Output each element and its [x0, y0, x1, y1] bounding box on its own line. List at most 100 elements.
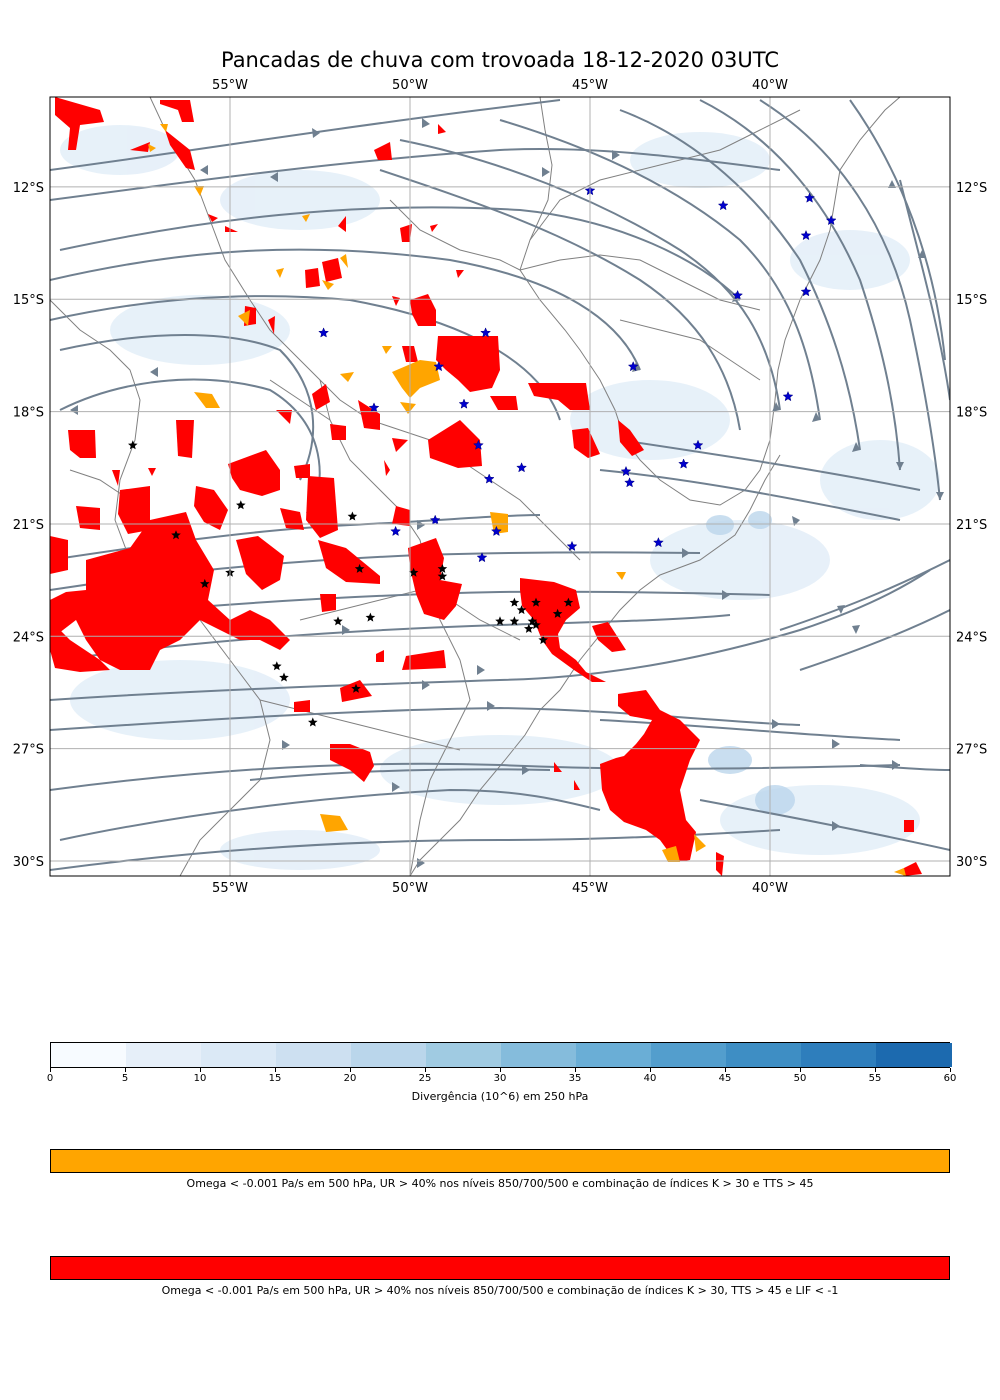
- colorbar-tick-label: 5: [121, 1073, 129, 1084]
- lat-label-right: 12°S: [956, 181, 987, 196]
- black-star-marker: [200, 578, 210, 588]
- orange-convective-areas: [148, 124, 906, 876]
- black-star-marker: [531, 597, 541, 607]
- colorbar-tick-label: 35: [568, 1073, 582, 1084]
- lon-label-bottom: 55°W: [212, 881, 248, 896]
- blue-star-marker: [717, 199, 729, 211]
- colorbar-tick-label: 0: [46, 1073, 54, 1084]
- colorbar-tick-label: 40: [643, 1073, 657, 1084]
- colorbar-tickmark: [275, 1068, 276, 1072]
- lat-label-right: 27°S: [956, 743, 987, 758]
- blue-star-marker: [458, 398, 470, 409]
- colorbar-tick-label: 20: [343, 1073, 357, 1084]
- black-star-marker: [509, 597, 520, 607]
- lat-label-left: 15°S: [13, 293, 44, 308]
- colorbar-bin: [51, 1043, 127, 1067]
- lat-label-right: 21°S: [956, 518, 987, 533]
- black-star-marker: [351, 683, 361, 693]
- blue-star-marker: [732, 289, 744, 301]
- black-star-marker: [408, 567, 419, 577]
- chart-title: Pancadas de chuva com trovoada 18-12-202…: [220, 48, 780, 72]
- colorbar-tickmark: [950, 1068, 951, 1072]
- blue-star-marker: [433, 361, 445, 372]
- black-star-marker: [236, 500, 246, 510]
- axis-labels: 55°W 55°W 50°W 50°W 45°W 45°W 40°W 40°W 12°S 12°S…: [13, 78, 988, 896]
- black-star-marker: [437, 563, 448, 573]
- divergence-colorbar: [50, 1042, 952, 1068]
- colorbar-tick-label: 50: [793, 1073, 807, 1084]
- colorbar-bin: [576, 1043, 652, 1067]
- lat-label-left: 18°S: [13, 406, 44, 421]
- black-star-marker: [524, 623, 534, 633]
- blue-star-marker: [368, 402, 380, 413]
- colorbar-tickmark: [725, 1068, 726, 1072]
- colorbar-tick-label: 45: [718, 1073, 732, 1084]
- blue-star-marker: [825, 214, 837, 226]
- black-star-marker: [437, 571, 448, 581]
- lon-label-top: 55°W: [212, 78, 248, 93]
- colorbar-bin: [351, 1043, 427, 1067]
- lon-label-bottom: 50°W: [392, 881, 428, 896]
- blue-star-marker: [472, 439, 484, 450]
- gridlines: [50, 97, 950, 876]
- colorbar-bin: [426, 1043, 502, 1067]
- map-plot: 55°W 55°W 50°W 50°W 45°W 45°W 40°W 40°W 12°S 12°S…: [13, 78, 988, 896]
- lat-label-right: 24°S: [956, 630, 987, 645]
- colorbar-tickmark: [200, 1068, 201, 1072]
- black-star-marker: [308, 717, 318, 727]
- red-legend-label: Omega < -0.001 Pa/s em 500 hPa, UR > 40%…: [161, 1284, 839, 1297]
- colorbar-tickmark: [500, 1068, 501, 1072]
- blue-star-marker: [800, 286, 812, 297]
- blue-star-marker: [804, 192, 816, 203]
- red-convective-areas: [50, 97, 922, 876]
- blue-star-marker: [692, 439, 704, 450]
- black-star-marker: [128, 440, 138, 450]
- blue-star-marker: [490, 525, 502, 537]
- colorbar-tickmark: [800, 1068, 801, 1072]
- lat-label-left: 21°S: [13, 518, 44, 533]
- colorbar-tickmark: [125, 1068, 126, 1072]
- colorbar-bin: [651, 1043, 727, 1067]
- colorbar-tickmark: [875, 1068, 876, 1072]
- black-star-marker: [333, 616, 343, 626]
- blue-stars: [318, 184, 837, 563]
- black-star-marker: [563, 597, 574, 607]
- red-legend-bar: [50, 1256, 950, 1280]
- blue-star-marker: [483, 473, 495, 484]
- colorbar-bin: [501, 1043, 577, 1067]
- colorbar-tick-label: 10: [193, 1073, 207, 1084]
- lat-label-left: 24°S: [13, 630, 44, 645]
- lat-label-left: 27°S: [13, 743, 44, 758]
- colorbar-tickmark: [575, 1068, 576, 1072]
- map-frame: [49, 96, 951, 877]
- orange-legend-bar: [50, 1149, 950, 1173]
- divergence-maxima: [706, 511, 795, 815]
- colorbar-bin: [201, 1043, 277, 1067]
- colorbar-tickmark: [650, 1068, 651, 1072]
- black-star-marker: [272, 661, 282, 671]
- blue-star-marker: [429, 514, 441, 525]
- blue-star-marker: [318, 327, 330, 338]
- colorbar-tickmark: [50, 1068, 51, 1072]
- blue-star-marker: [476, 552, 488, 563]
- streamlines: [50, 99, 950, 871]
- lat-label-right: 30°S: [956, 855, 987, 870]
- lon-label-bottom: 45°W: [572, 881, 608, 896]
- colorbar-tick-label: 55: [868, 1073, 882, 1084]
- divergence-colorbar-label: Divergência (10^6) em 250 hPa: [411, 1090, 589, 1103]
- black-star-marker: [552, 608, 563, 618]
- colorbar-bin: [801, 1043, 877, 1067]
- colorbar-tick-label: 15: [268, 1073, 282, 1084]
- black-star-marker: [531, 620, 541, 630]
- lon-label-bottom: 40°W: [752, 881, 788, 896]
- lon-label-top: 45°W: [572, 78, 608, 93]
- black-star-marker: [347, 511, 358, 521]
- blue-star-marker: [566, 540, 578, 552]
- colorbar-bin: [876, 1043, 952, 1067]
- lat-label-left: 12°S: [13, 181, 44, 196]
- blue-star-marker: [782, 390, 794, 402]
- blue-star-marker: [620, 465, 632, 477]
- lat-label-left: 30°S: [13, 855, 44, 870]
- black-star-marker: [354, 563, 365, 573]
- colorbar-tick-label: 60: [943, 1073, 957, 1084]
